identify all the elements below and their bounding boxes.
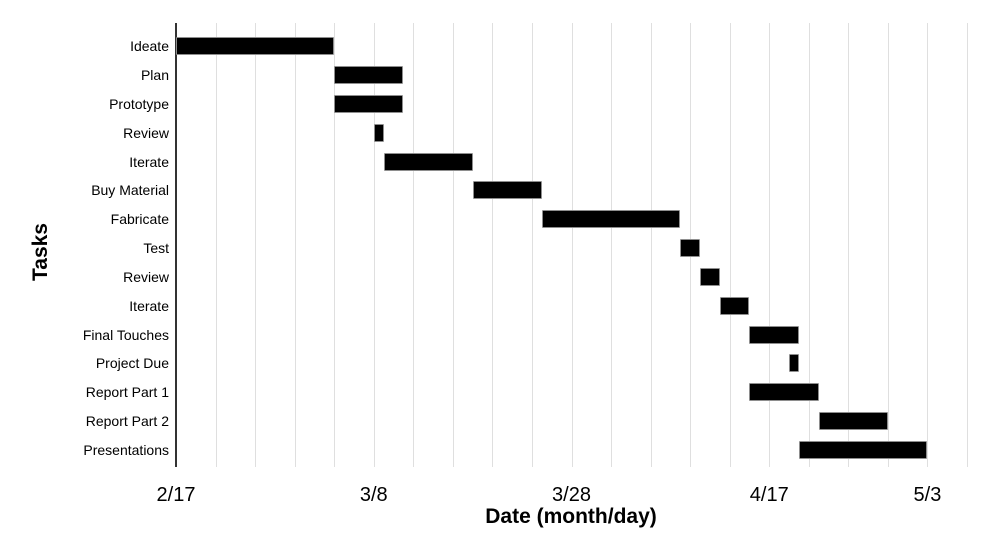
y-axis-line xyxy=(175,23,177,467)
task-bar xyxy=(176,37,335,56)
plot-area xyxy=(175,23,968,467)
gridline xyxy=(492,23,494,467)
task-label: Iterate xyxy=(129,153,169,170)
x-axis-title: Date (month/day) xyxy=(485,505,657,528)
gridline xyxy=(215,23,217,467)
x-tick-label: 4/17 xyxy=(749,484,789,506)
gridline xyxy=(452,23,454,467)
task-bar xyxy=(334,66,404,85)
gridline xyxy=(571,23,573,467)
task-bar xyxy=(383,152,473,171)
task-label: Iterate xyxy=(129,297,169,314)
gridline xyxy=(255,23,257,467)
task-label: Buy Material xyxy=(91,182,169,199)
task-bar xyxy=(818,411,888,430)
task-label: Review xyxy=(123,268,169,285)
task-bar xyxy=(749,383,819,402)
gridline xyxy=(887,23,889,467)
gridline xyxy=(413,23,415,467)
task-label: Ideate xyxy=(130,38,169,55)
task-label: Final Touches xyxy=(82,326,169,343)
task-bar xyxy=(700,267,720,286)
gridline xyxy=(729,23,731,467)
task-bar xyxy=(472,181,542,200)
task-label: Project Due xyxy=(95,355,169,372)
gridline xyxy=(650,23,652,467)
task-label: Prototype xyxy=(109,95,169,112)
x-tick-label: 3/8 xyxy=(359,484,388,506)
x-tick-label: 3/28 xyxy=(552,484,591,506)
task-label: Report Part 2 xyxy=(85,412,169,429)
x-tick-label: 5/3 xyxy=(913,484,942,506)
task-bar xyxy=(541,210,681,229)
gridline xyxy=(927,23,929,467)
task-bar xyxy=(798,440,928,459)
x-tick-label: 2/17 xyxy=(156,484,196,506)
task-bar xyxy=(749,325,799,344)
task-bar xyxy=(373,123,384,142)
gridline xyxy=(769,23,771,467)
gridline xyxy=(611,23,613,467)
x-tick-row: 2/17 3/8 3/28 4/17 5/3 xyxy=(157,483,967,507)
task-label: Test xyxy=(143,240,169,257)
task-bar xyxy=(334,94,404,113)
task-bar xyxy=(680,239,701,258)
gridline xyxy=(967,23,968,467)
task-label: Plan xyxy=(140,67,169,84)
task-bar xyxy=(719,296,750,315)
task-label: Review xyxy=(123,124,169,141)
task-bar xyxy=(789,354,799,373)
task-label: Report Part 1 xyxy=(85,384,169,401)
gridline xyxy=(531,23,533,467)
gridline xyxy=(848,23,850,467)
task-label: Fabricate xyxy=(110,211,169,228)
gridline xyxy=(334,23,336,467)
gridline xyxy=(808,23,810,467)
task-label: Presentations xyxy=(83,441,169,458)
gridline xyxy=(373,23,375,467)
task-label-column: Ideate Plan Prototype Review Iterate Buy Mate… xyxy=(0,23,169,467)
gridline xyxy=(294,23,296,467)
